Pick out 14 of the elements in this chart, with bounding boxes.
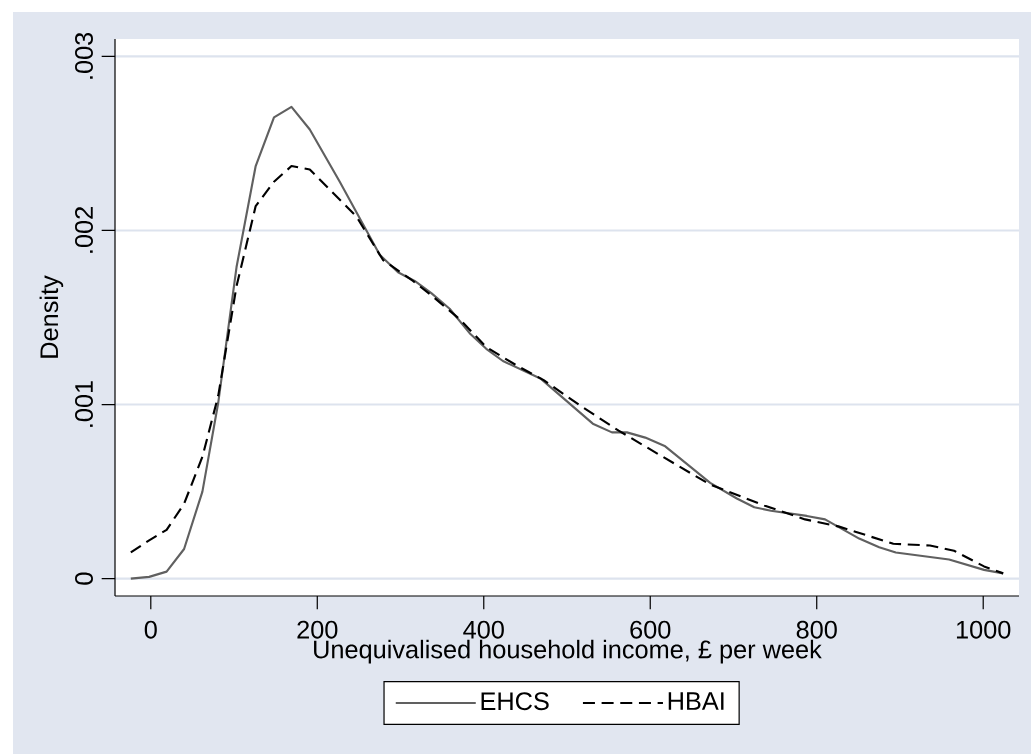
x-tick-label: 0 xyxy=(144,620,157,639)
y-tick-label: .002 xyxy=(75,207,93,253)
x-tick-label: 800 xyxy=(796,620,837,639)
y-axis-title: Density xyxy=(39,275,64,358)
y-tick-label: .001 xyxy=(75,381,93,427)
x-axis-title: Unequivalised household income, £ per week xyxy=(314,639,822,664)
x-tick-label: 1000 xyxy=(956,620,1011,639)
x-tick-label: 400 xyxy=(463,620,504,639)
x-tick-label: 200 xyxy=(297,620,338,639)
y-tick-label: 0 xyxy=(75,572,93,585)
legend-label: EHCS xyxy=(481,692,549,711)
x-tick-label: 600 xyxy=(630,620,671,639)
y-tick-label: .003 xyxy=(75,32,93,79)
legend-label: HBAI xyxy=(668,692,724,710)
